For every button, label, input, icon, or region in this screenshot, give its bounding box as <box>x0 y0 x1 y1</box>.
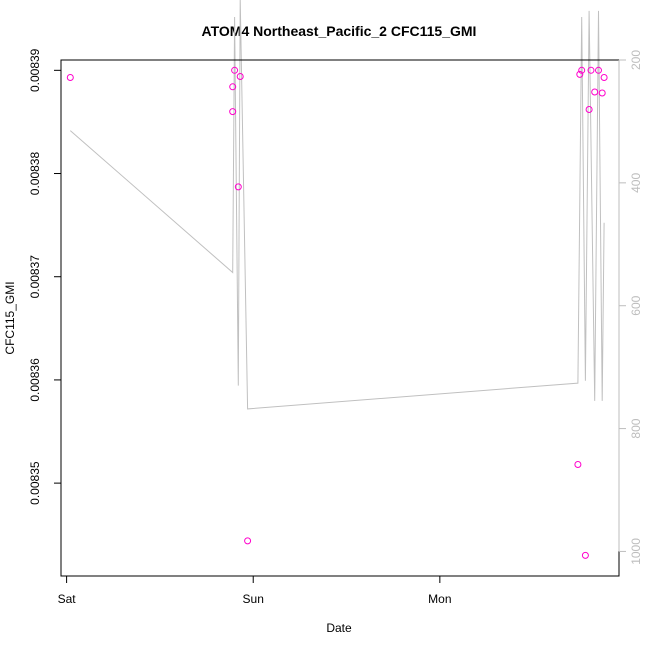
data-point <box>585 106 593 113</box>
y-tick-right-label: 600 <box>629 295 643 315</box>
data-point <box>229 108 237 116</box>
data-point <box>576 70 584 78</box>
data-points-layer <box>66 66 608 559</box>
data-point <box>244 537 252 545</box>
data-point <box>234 183 242 191</box>
y-tick-label: 0.00836 <box>28 358 42 402</box>
x-axis: Sat Sun Mon <box>58 575 452 606</box>
x-tick-label: Mon <box>428 592 451 606</box>
y-axis-left: 0.00835 0.00836 0.00837 0.00838 0.00839 <box>28 48 62 505</box>
data-point <box>600 74 608 81</box>
data-point <box>229 83 237 91</box>
y-tick-right-label: 1000 <box>629 538 643 565</box>
pressure-line <box>69 0 605 410</box>
y-tick-label: 0.00835 <box>28 461 42 505</box>
y-tick-right-label: 800 <box>629 418 643 438</box>
data-point <box>591 88 599 96</box>
data-point <box>598 89 606 97</box>
data-point <box>587 66 595 74</box>
y-axis-label: CFC115_GMI <box>3 281 17 354</box>
data-point <box>581 551 589 559</box>
x-tick-label: Sat <box>58 592 77 606</box>
data-point <box>574 461 582 468</box>
y-tick-label: 0.00839 <box>28 48 42 92</box>
chart-title: ATOM4 Northeast_Pacific_2 CFC115_GMI <box>202 23 477 39</box>
data-point <box>66 74 74 81</box>
data-point <box>236 73 244 80</box>
y-tick-label: 0.00837 <box>28 255 42 299</box>
y-tick-right-label: 400 <box>629 173 643 193</box>
x-axis-label: Date <box>326 621 352 635</box>
data-point <box>578 66 586 74</box>
x-tick-label: Sun <box>243 592 264 606</box>
y-axis-right: 200 400 600 800 1000 <box>618 50 643 565</box>
data-point <box>231 66 239 74</box>
y-tick-right-label: 200 <box>629 50 643 70</box>
data-point <box>595 66 602 74</box>
plot-frame <box>60 59 620 577</box>
pressure-line-layer <box>69 0 605 410</box>
y-tick-label: 0.00838 <box>28 152 42 196</box>
